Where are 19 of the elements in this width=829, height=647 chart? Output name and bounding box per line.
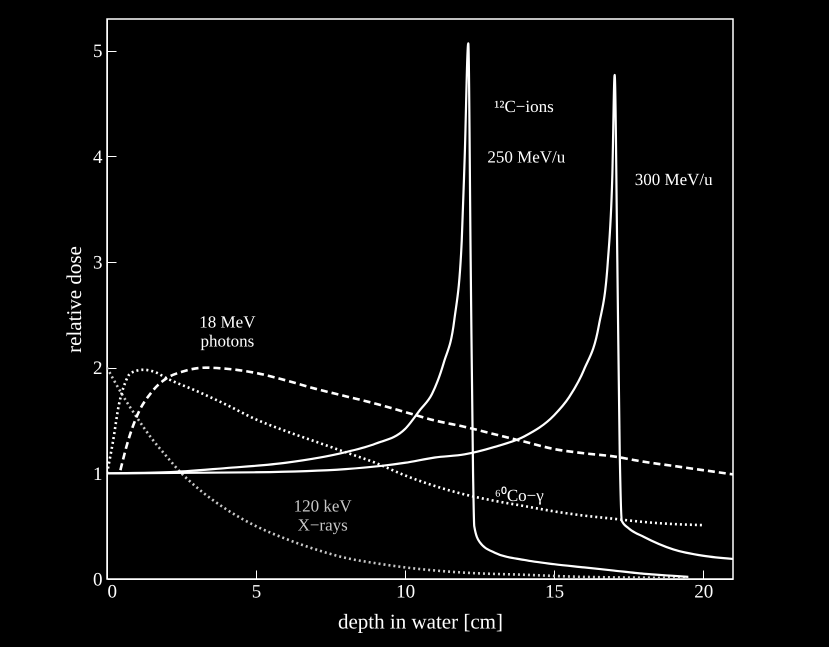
series-label: 18 MeV photons bbox=[199, 312, 256, 351]
annotation: ¹²C−ions bbox=[494, 97, 554, 116]
y-tick-label: 3 bbox=[93, 252, 102, 274]
series-label: ⁶⁰Co−γ bbox=[494, 486, 544, 506]
series-label: 250 MeV/u bbox=[487, 147, 566, 166]
y-tick-label: 1 bbox=[93, 464, 102, 485]
x-tick-label: 10 bbox=[396, 582, 416, 602]
y-tick-label: 4 bbox=[93, 146, 103, 168]
y-axis-title: relative dose bbox=[62, 246, 86, 353]
y-tick-label: 5 bbox=[93, 41, 102, 62]
x-tick-label: 0 bbox=[108, 582, 117, 602]
x-tick-label: 5 bbox=[252, 582, 262, 602]
x-axis-title: depth in water [cm] bbox=[338, 610, 504, 634]
line-series bbox=[107, 366, 690, 579]
y-tick-label: 2 bbox=[93, 358, 102, 380]
series-label: 120 keV X−rays bbox=[294, 496, 352, 534]
series-label: 300 MeV/u bbox=[634, 170, 714, 189]
x-tick-label: 20 bbox=[694, 582, 714, 602]
x-tick-label: 15 bbox=[545, 582, 564, 602]
